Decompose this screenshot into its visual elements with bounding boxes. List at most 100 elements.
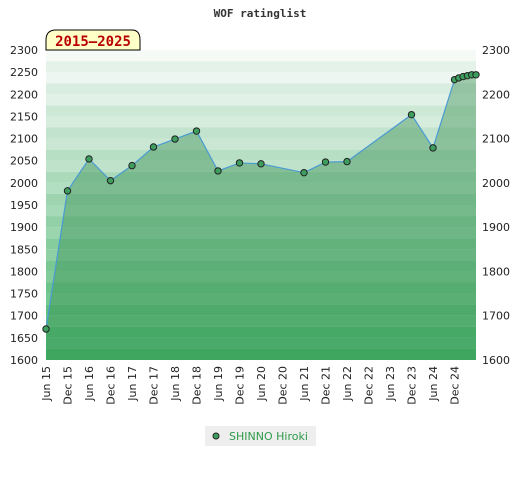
y-tick-label-left: 1900: [10, 221, 38, 234]
x-tick-label: Dec 21: [320, 366, 333, 405]
y-tick-label-left: 1650: [10, 332, 38, 345]
x-tick-label: Dec 15: [62, 366, 75, 405]
data-point: [106, 176, 115, 185]
x-tick-label: Dec 19: [234, 366, 247, 405]
grid-band: [46, 216, 476, 228]
data-point: [321, 158, 330, 166]
x-axis: Jun 15 Dec 15 Jun 16 Dec 16 Jun 17 Dec 17 Jun …: [40, 366, 462, 405]
y-tick-label-left: 1600: [10, 354, 38, 367]
grid-band: [46, 149, 476, 161]
x-tick-label: Dec 23: [406, 366, 419, 405]
data-point: [42, 325, 50, 333]
grid-band: [46, 304, 476, 316]
y-tick-label-left: 1850: [10, 243, 38, 256]
x-tick-label: Dec 16: [105, 366, 118, 405]
data-point: [343, 157, 351, 166]
grid-band: [46, 50, 476, 62]
y-tick-label-left: 2250: [10, 66, 38, 79]
grid-band: [46, 127, 476, 139]
badge-label: 2015–2025: [55, 34, 131, 50]
grid-band: [46, 337, 476, 349]
chart-title: WOF ratinglist: [214, 7, 307, 20]
data-point: [171, 135, 179, 143]
grid-band: [46, 138, 476, 150]
y-tick-label-right: 1800: [482, 265, 510, 278]
legend-box: [205, 426, 316, 446]
grid-band: [46, 348, 476, 360]
y-tick-label-left: 1800: [10, 265, 38, 278]
legend: SHINNO Hiroki: [205, 426, 316, 446]
x-tick-label: Jun 24: [427, 366, 440, 402]
data-point: [429, 144, 437, 152]
data-point: [192, 127, 201, 135]
y-tick-label-left: 1700: [10, 310, 38, 323]
grid-band: [46, 72, 476, 84]
y-tick-label-left: 2300: [10, 44, 38, 57]
x-tick-label: Jun 19: [212, 366, 225, 402]
data-point: [235, 159, 244, 167]
x-tick-label: Jun 15: [40, 366, 53, 402]
x-tick-label: Dec 20: [277, 366, 290, 405]
grid-band: [46, 61, 476, 73]
y-tick-label-left: 1750: [10, 288, 38, 301]
y-axis-right: 2300 2200 2100 2000 1900 1800 1700 1600: [482, 44, 510, 367]
x-tick-label: Dec 24: [449, 366, 462, 405]
x-tick-label: Jun 18: [169, 366, 182, 402]
legend-label: SHINNO Hiroki: [229, 430, 308, 443]
y-tick-label-right: 2300: [482, 44, 510, 57]
x-tick-label: Jun 23: [384, 366, 397, 402]
x-tick-label: Jun 17: [126, 366, 139, 402]
grid-band: [46, 83, 476, 95]
grid-band: [46, 271, 476, 283]
data-point: [149, 143, 158, 151]
data-point: [407, 110, 416, 119]
y-tick-label-right: 1700: [482, 310, 510, 323]
data-point: [85, 155, 93, 163]
grid-band: [46, 205, 476, 217]
data-point: [257, 160, 265, 168]
grid-band: [46, 171, 476, 183]
grid-band: [46, 293, 476, 305]
x-tick-label: Dec 18: [191, 366, 204, 405]
grid-band: [46, 182, 476, 194]
legend-marker: [212, 432, 220, 440]
grid-band: [46, 326, 476, 338]
data-point: [63, 187, 72, 195]
x-tick-label: Dec 17: [148, 366, 161, 405]
x-tick-label: Jun 20: [255, 366, 268, 402]
period-badge: 2015–2025: [45, 29, 141, 51]
y-tick-label-left: 1950: [10, 199, 38, 212]
data-point: [214, 167, 222, 175]
grid-band: [46, 193, 476, 205]
grid-band: [46, 260, 476, 272]
y-tick-label-left: 2150: [10, 110, 38, 123]
y-tick-label-right: 2000: [482, 177, 510, 190]
grid-band: [46, 238, 476, 250]
x-tick-label: Jun 22: [341, 366, 354, 402]
x-tick-label: Jun 16: [83, 366, 96, 402]
grid-band: [46, 227, 476, 239]
grid-band: [46, 94, 476, 106]
grid-band: [46, 315, 476, 327]
data-point: [128, 161, 136, 170]
y-tick-label-left: 2050: [10, 155, 38, 168]
y-axis-left: 2300 2250 2200 2150 2100 2050 2000 1950 1900 1850…: [10, 44, 38, 367]
x-tick-label: Jun 21: [298, 366, 311, 402]
y-tick-label-left: 2000: [10, 177, 38, 190]
badge-shape: [45, 29, 141, 51]
y-tick-label-right: 1600: [482, 354, 510, 367]
y-tick-label-left: 2200: [10, 88, 38, 101]
y-tick-label-left: 2100: [10, 133, 38, 146]
grid-band: [46, 105, 476, 117]
data-point: [300, 168, 308, 177]
data-points: [42, 71, 480, 333]
x-tick-label: Dec 22: [363, 366, 376, 405]
grid-band: [46, 116, 476, 128]
y-tick-label-right: 1900: [482, 221, 510, 234]
y-tick-label-right: 2100: [482, 133, 510, 146]
grid-band: [46, 282, 476, 294]
grid-band: [46, 249, 476, 261]
background-bands: [46, 50, 476, 360]
y-tick-label-right: 2200: [482, 88, 510, 101]
